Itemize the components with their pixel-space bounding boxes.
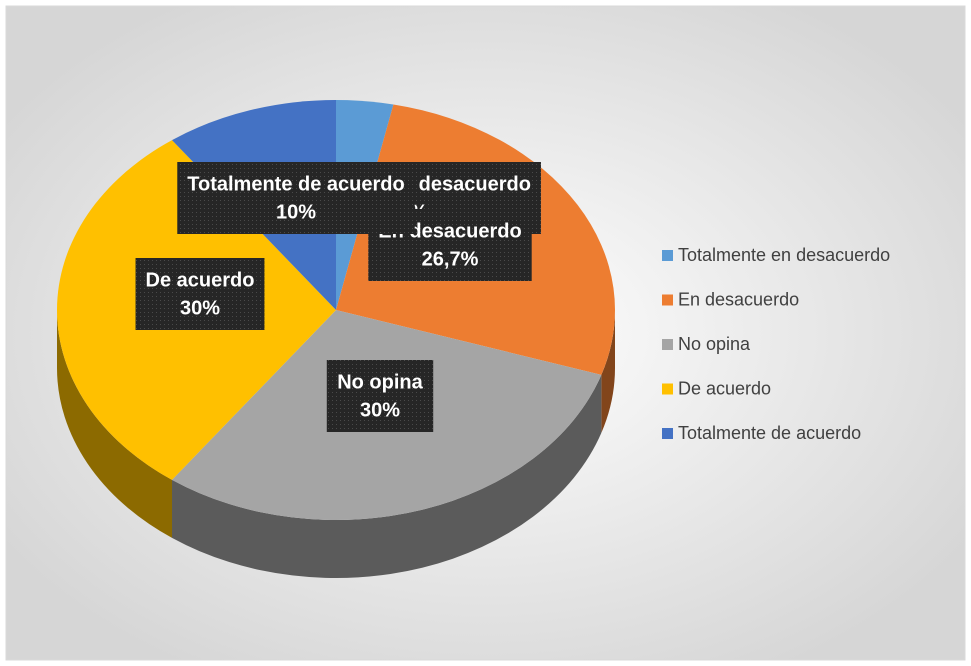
data-label-category: Totalmente de acuerdo bbox=[187, 173, 404, 195]
data-label-category: De acuerdo bbox=[146, 269, 255, 291]
data-label-category: No opina bbox=[337, 371, 423, 393]
data-label: No opina 30% bbox=[326, 360, 434, 432]
slice-side bbox=[57, 310, 173, 538]
slice-side bbox=[601, 310, 615, 433]
data-label: Totalmente de acuerdo 10% bbox=[177, 162, 415, 234]
legend-swatch bbox=[662, 428, 673, 439]
data-label-box bbox=[326, 360, 434, 432]
data-label: De acuerdo 30% bbox=[135, 258, 265, 330]
slice-side bbox=[172, 374, 602, 578]
legend-swatch bbox=[662, 339, 673, 350]
legend-label: Totalmente en desacuerdo bbox=[678, 245, 890, 265]
legend-swatch bbox=[662, 294, 673, 306]
legend-swatch bbox=[662, 250, 673, 261]
data-label-value: 10% bbox=[276, 201, 316, 223]
data-label-box bbox=[177, 162, 415, 234]
data-label-value: 26,7% bbox=[422, 248, 479, 270]
legend-label: En desacuerdo bbox=[678, 289, 799, 309]
legend-label: No opina bbox=[678, 334, 751, 354]
data-label-value: 30% bbox=[180, 297, 220, 319]
data-label-box bbox=[135, 258, 265, 330]
legend-label: Totalmente de acuerdo bbox=[678, 423, 861, 443]
legend-swatch bbox=[662, 383, 673, 395]
data-label-value: 30% bbox=[360, 399, 400, 421]
legend-label: De acuerdo bbox=[678, 378, 771, 398]
